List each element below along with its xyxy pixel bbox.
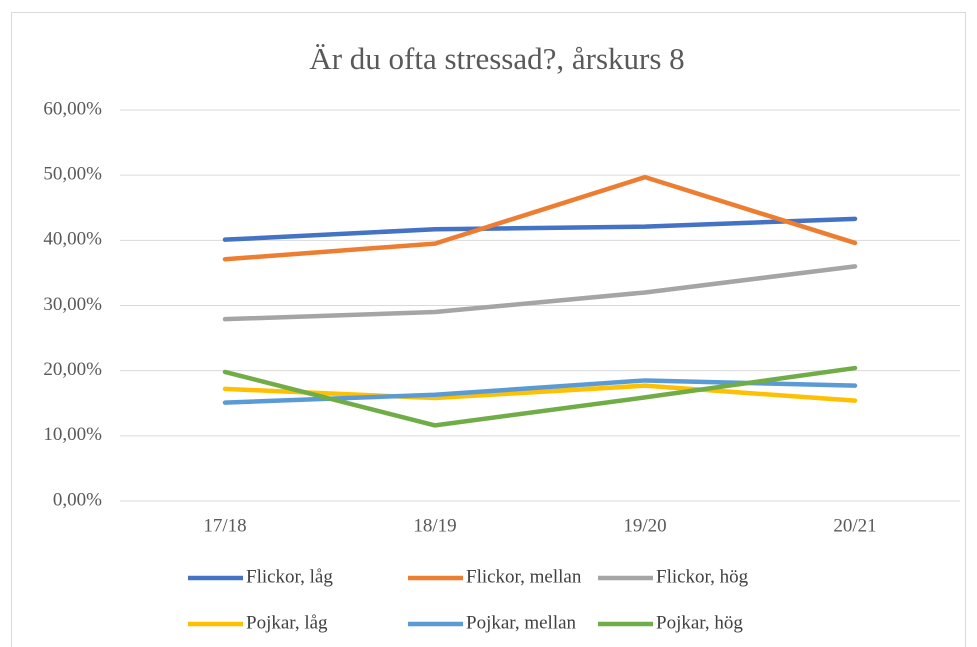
- x-tick-label: 17/18: [203, 515, 246, 536]
- series-line: [222, 174, 858, 262]
- x-tick-label: 19/20: [623, 515, 666, 536]
- y-tick-label: 10,00%: [43, 424, 102, 445]
- legend-label: Pojkar, mellan: [466, 612, 577, 633]
- y-tick-label: 40,00%: [43, 229, 102, 250]
- series-line: [222, 383, 858, 403]
- x-tick-label: 18/19: [413, 515, 456, 536]
- y-tick-label: 20,00%: [43, 359, 102, 380]
- y-tick-label: 0,00%: [53, 489, 102, 510]
- series-line: [222, 365, 858, 428]
- legend-label: Pojkar, låg: [246, 612, 328, 633]
- y-tick-label: 30,00%: [43, 294, 102, 315]
- legend-label: Flickor, hög: [656, 566, 749, 587]
- chart-title: Är du ofta stressad?, årskurs 8: [309, 41, 684, 76]
- series-line: [222, 264, 858, 322]
- y-tick-label: 60,00%: [43, 98, 102, 119]
- x-tick-label: 20/21: [833, 515, 876, 536]
- legend-label: Flickor, mellan: [466, 566, 582, 587]
- chart-border: [11, 12, 966, 647]
- series-line: [222, 216, 858, 242]
- legend-label: Pojkar, hög: [656, 612, 743, 633]
- y-tick-label: 50,00%: [43, 164, 102, 185]
- legend-label: Flickor, låg: [246, 566, 333, 587]
